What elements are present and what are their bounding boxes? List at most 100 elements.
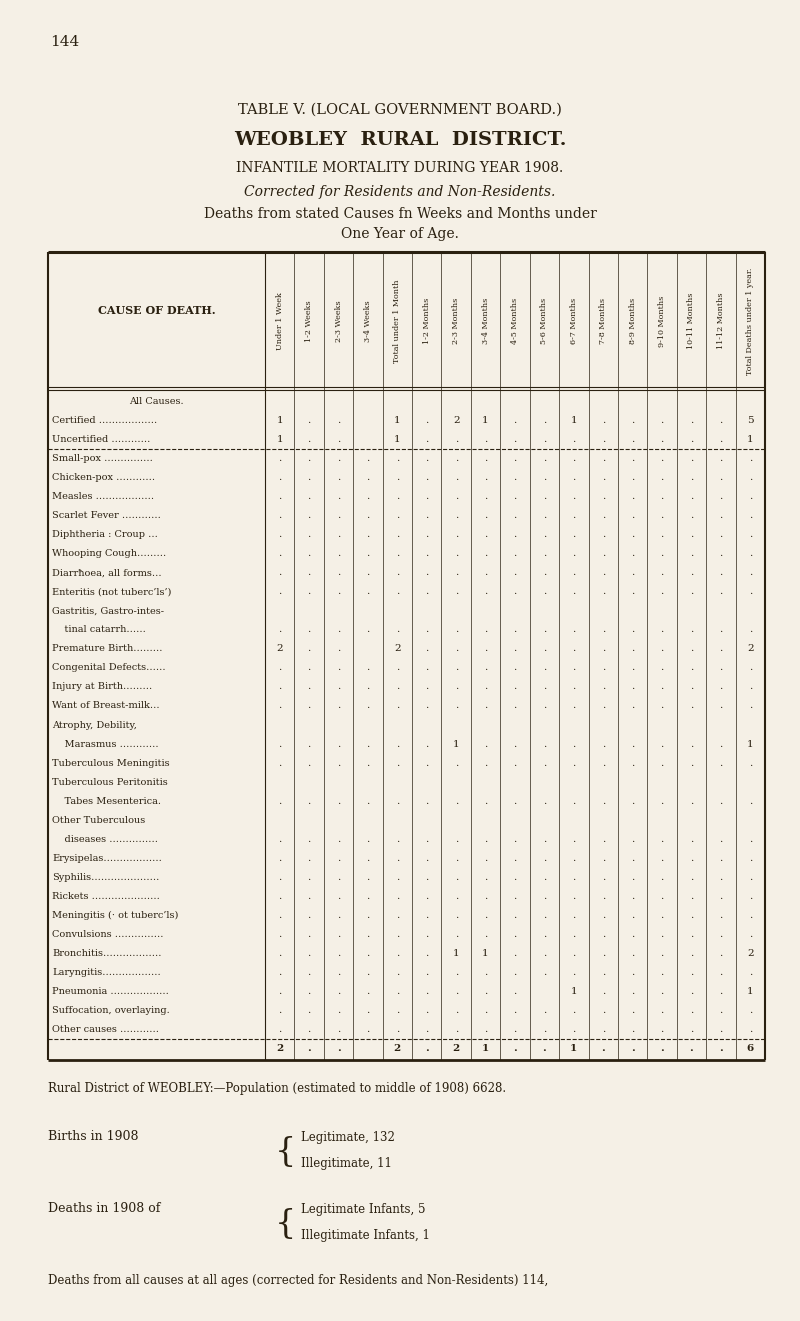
Text: .: . (631, 568, 634, 577)
Text: .: . (690, 683, 693, 691)
Text: .: . (454, 701, 458, 711)
Text: .: . (542, 701, 546, 711)
Text: .: . (396, 987, 399, 996)
Text: .: . (484, 511, 487, 520)
Text: .: . (425, 835, 428, 844)
Text: .: . (749, 758, 752, 768)
Text: .: . (514, 835, 517, 844)
Text: .: . (661, 853, 664, 863)
Text: .: . (514, 1005, 517, 1015)
Text: .: . (542, 511, 546, 520)
Text: .: . (572, 550, 575, 559)
Text: Deaths from stated Causes fn Weeks and Months under: Deaths from stated Causes fn Weeks and M… (203, 207, 597, 221)
Text: .: . (307, 435, 310, 444)
Text: .: . (337, 1005, 340, 1015)
Text: .: . (425, 797, 428, 806)
Text: .: . (661, 493, 664, 501)
Text: 5-6 Months: 5-6 Months (541, 299, 549, 343)
Text: .: . (572, 930, 575, 939)
Text: 1: 1 (453, 740, 459, 749)
Text: .: . (542, 1005, 546, 1015)
Text: .: . (514, 663, 517, 672)
Text: .: . (572, 910, 575, 919)
Text: .: . (337, 473, 340, 482)
Text: .: . (719, 550, 722, 559)
Text: .: . (484, 550, 487, 559)
Text: Scarlet Fever …………: Scarlet Fever ………… (52, 511, 161, 520)
Text: .: . (719, 701, 722, 711)
Text: .: . (484, 853, 487, 863)
Text: .: . (572, 588, 575, 596)
Text: .: . (631, 892, 634, 901)
Text: 6: 6 (746, 1044, 754, 1053)
Text: .: . (514, 758, 517, 768)
Text: .: . (278, 683, 282, 691)
Text: .: . (631, 987, 634, 996)
Text: .: . (337, 797, 340, 806)
Text: .: . (661, 568, 664, 577)
Text: .: . (425, 511, 428, 520)
Text: .: . (661, 987, 664, 996)
Text: .: . (542, 683, 546, 691)
Text: .: . (366, 683, 370, 691)
Text: .: . (278, 1025, 282, 1034)
Text: .: . (396, 493, 399, 501)
Text: INFANTILE MORTALITY DURING YEAR 1908.: INFANTILE MORTALITY DURING YEAR 1908. (236, 161, 564, 174)
Text: .: . (484, 625, 487, 634)
Text: .: . (366, 1025, 370, 1034)
Text: .: . (572, 645, 575, 654)
Text: .: . (661, 454, 664, 464)
Text: Deaths from all causes at all ages (corrected for Residents and Non-Residents) 1: Deaths from all causes at all ages (corr… (48, 1273, 548, 1287)
Text: .: . (337, 435, 340, 444)
Text: .: . (278, 663, 282, 672)
Text: .: . (454, 683, 458, 691)
Text: 2: 2 (394, 1044, 401, 1053)
Text: .: . (337, 758, 340, 768)
Text: .: . (425, 740, 428, 749)
Text: .: . (396, 663, 399, 672)
Text: .: . (366, 948, 370, 958)
Text: .: . (307, 663, 310, 672)
Text: .: . (631, 663, 634, 672)
Text: .: . (513, 1044, 517, 1053)
Text: .: . (454, 645, 458, 654)
Text: 2: 2 (276, 1044, 283, 1053)
Text: .: . (719, 740, 722, 749)
Text: .: . (366, 1005, 370, 1015)
Text: .: . (484, 740, 487, 749)
Text: .: . (602, 683, 605, 691)
Text: tinal catarrh……: tinal catarrh…… (52, 625, 146, 634)
Text: .: . (602, 1044, 605, 1053)
Text: .: . (690, 530, 693, 539)
Text: .: . (366, 493, 370, 501)
Text: .: . (514, 948, 517, 958)
Text: .: . (749, 530, 752, 539)
Text: .: . (690, 588, 693, 596)
Text: .: . (749, 873, 752, 881)
Text: .: . (454, 435, 458, 444)
Text: .: . (425, 968, 428, 976)
Text: .: . (278, 473, 282, 482)
Text: .: . (366, 797, 370, 806)
Text: .: . (366, 550, 370, 559)
Text: .: . (542, 493, 546, 501)
Text: .: . (749, 1025, 752, 1034)
Text: .: . (719, 853, 722, 863)
Text: .: . (396, 683, 399, 691)
Text: .: . (602, 968, 605, 976)
Text: .: . (719, 758, 722, 768)
Text: .: . (337, 701, 340, 711)
Text: 2-3 Months: 2-3 Months (452, 297, 460, 345)
Text: 144: 144 (50, 34, 79, 49)
Text: .: . (514, 910, 517, 919)
Text: Illegitimate Infants, 1: Illegitimate Infants, 1 (301, 1230, 430, 1243)
Text: .: . (396, 530, 399, 539)
Text: .: . (690, 1005, 693, 1015)
Text: 9-10 Months: 9-10 Months (658, 296, 666, 346)
Text: 2-3 Weeks: 2-3 Weeks (334, 300, 342, 342)
Text: 1-2 Weeks: 1-2 Weeks (305, 300, 313, 342)
Text: .: . (337, 948, 340, 958)
Text: .: . (631, 797, 634, 806)
Text: .: . (425, 948, 428, 958)
Text: .: . (337, 454, 340, 464)
